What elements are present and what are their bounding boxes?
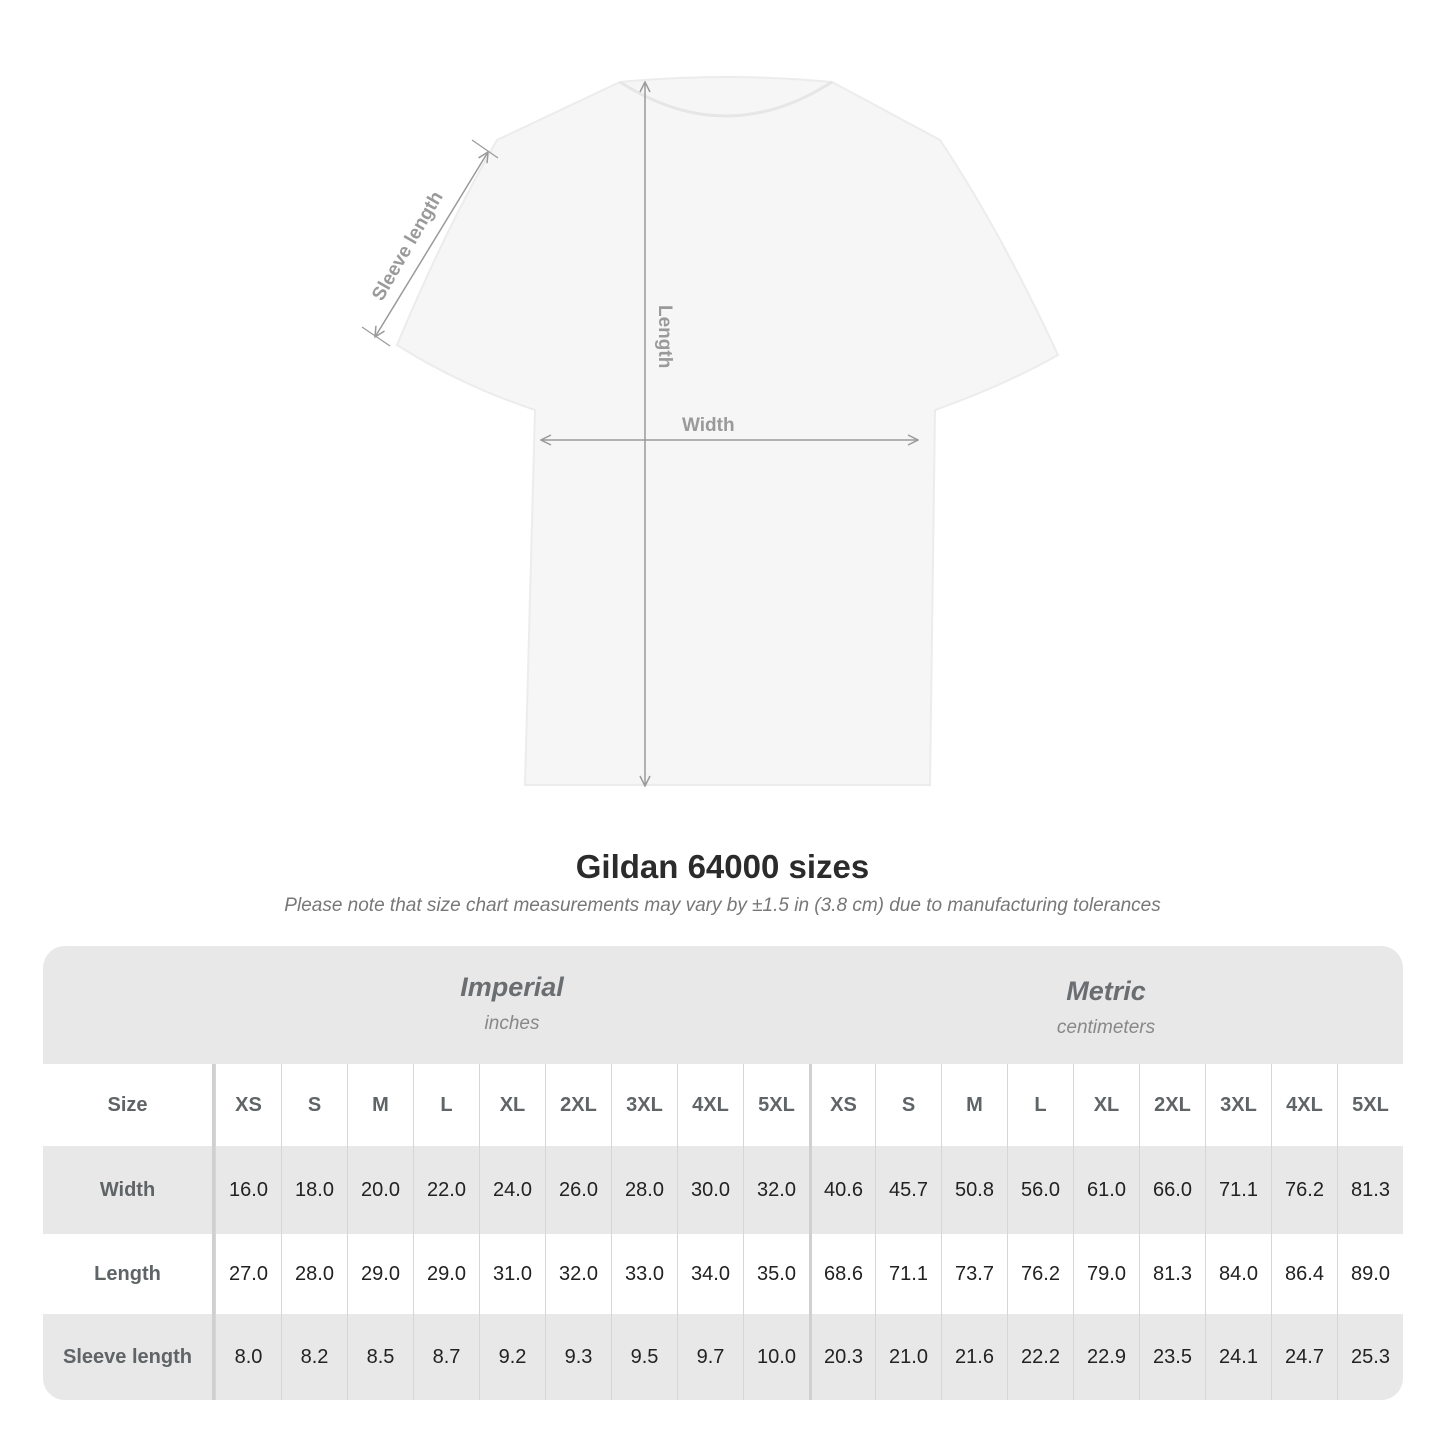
metric-value-cell: 76.2 [1007,1234,1073,1314]
metric-value-cell: 71.1 [875,1234,941,1314]
row-label: Sleeve length [43,1314,215,1400]
imperial-size-3xl: 3XL [611,1064,677,1146]
imperial-value-cell: 35.0 [743,1234,809,1314]
metric-size-s: S [875,1064,941,1146]
metric-value-cell: 21.6 [941,1314,1007,1400]
metric-size-xs: XS [809,1064,875,1146]
metric-value-cell: 25.3 [1337,1314,1403,1400]
metric-value-cell: 81.3 [1337,1146,1403,1234]
metric-unit: centimeters [1056,1017,1156,1038]
imperial-value-cell: 29.0 [347,1234,413,1314]
imperial-value-cell: 24.0 [479,1146,545,1234]
table-row: Width 16.0 18.0 20.0 22.0 24.0 26.0 28.0 30.0 32.… [43,1146,1403,1234]
metric-value-cell: 24.1 [1205,1314,1271,1400]
imperial-size-5xl: 5XL [743,1064,809,1146]
imperial-value-cell: 27.0 [215,1234,281,1314]
metric-value-cell: 71.1 [1205,1146,1271,1234]
metric-value-cell: 76.2 [1271,1146,1337,1234]
metric-value-cell: 66.0 [1139,1146,1205,1234]
imperial-value-cell: 8.2 [281,1314,347,1400]
imperial-value-cell: 16.0 [215,1146,281,1234]
imperial-value-cell: 8.5 [347,1314,413,1400]
metric-size-2xl: 2XL [1139,1064,1205,1146]
imperial-value-cell: 22.0 [413,1146,479,1234]
imperial-value-cell: 20.0 [347,1146,413,1234]
metric-size-l: L [1007,1064,1073,1146]
imperial-value-cell: 9.3 [545,1314,611,1400]
metric-value-cell: 86.4 [1271,1234,1337,1314]
imperial-value-cell: 31.0 [479,1234,545,1314]
imperial-value-cell: 32.0 [545,1234,611,1314]
metric-value-cell: 84.0 [1205,1234,1271,1314]
metric-value-cell: 22.2 [1007,1314,1073,1400]
metric-value-cell: 89.0 [1337,1234,1403,1314]
width-label: Width [682,415,735,436]
imperial-size-s: S [281,1064,347,1146]
metric-value-cell: 50.8 [941,1146,1007,1234]
metric-value-cell: 81.3 [1139,1234,1205,1314]
imperial-size-xs: XS [215,1064,281,1146]
imperial-size-l: L [413,1064,479,1146]
imperial-value-cell: 28.0 [281,1234,347,1314]
imperial-value-cell: 8.7 [413,1314,479,1400]
tolerance-note: Please note that size chart measurements… [284,895,1161,916]
imperial-value-cell: 34.0 [677,1234,743,1314]
metric-value-cell: 56.0 [1007,1146,1073,1234]
imperial-value-cell: 9.2 [479,1314,545,1400]
size-header-row: Size XS S M L XL 2XL 3XL 4XL 5XL XS S M L XL 2XL 3XL 4XL 5… [43,1064,1403,1146]
row-label: Length [43,1234,215,1314]
metric-value-cell: 24.7 [1271,1314,1337,1400]
length-label: Length [654,305,675,368]
metric-value-cell: 45.7 [875,1146,941,1234]
table-row: Length 27.0 28.0 29.0 29.0 31.0 32.0 33.0 34.0 35… [43,1234,1403,1314]
imperial-value-cell: 9.7 [677,1314,743,1400]
sleeve-length-arrow [375,152,488,337]
tshirt-diagram: Sleeve length Length Width [361,76,1060,820]
metric-value-cell: 22.9 [1073,1314,1139,1400]
imperial-title: Imperial [460,972,564,1002]
imperial-value-cell: 33.0 [611,1234,677,1314]
metric-value-cell: 79.0 [1073,1234,1139,1314]
imperial-header: Imperial inches [215,946,809,1064]
imperial-value-cell: 8.0 [215,1314,281,1400]
table-row: Sleeve length 8.0 8.2 8.5 8.7 9.2 9.3 9.5 9.7 10.… [43,1314,1403,1400]
row-label: Width [43,1146,215,1234]
metric-size-4xl: 4XL [1271,1064,1337,1146]
metric-size-xl: XL [1073,1064,1139,1146]
metric-value-cell: 61.0 [1073,1146,1139,1234]
imperial-value-cell: 26.0 [545,1146,611,1234]
imperial-value-cell: 29.0 [413,1234,479,1314]
imperial-value-cell: 28.0 [611,1146,677,1234]
metric-size-5xl: 5XL [1337,1064,1403,1146]
imperial-unit: inches [484,1013,540,1034]
metric-header: Metric centimeters [809,946,1403,1064]
size-column-label: Size [43,1064,215,1146]
size-table: Imperial inches Metric centimeters Size X… [43,946,1403,1400]
metric-value-cell: 40.6 [809,1146,875,1234]
metric-size-m: M [941,1064,1007,1146]
metric-value-cell: 68.6 [809,1234,875,1314]
imperial-value-cell: 9.5 [611,1314,677,1400]
imperial-value-cell: 18.0 [281,1146,347,1234]
imperial-value-cell: 10.0 [743,1314,809,1400]
imperial-size-xl: XL [479,1064,545,1146]
imperial-size-m: M [347,1064,413,1146]
metric-value-cell: 73.7 [941,1234,1007,1314]
imperial-size-4xl: 4XL [677,1064,743,1146]
metric-title: Metric [1066,976,1146,1006]
imperial-value-cell: 30.0 [677,1146,743,1234]
page-title: Gildan 64000 sizes [575,848,870,885]
imperial-size-2xl: 2XL [545,1064,611,1146]
metric-value-cell: 20.3 [809,1314,875,1400]
imperial-value-cell: 32.0 [743,1146,809,1234]
metric-value-cell: 21.0 [875,1314,941,1400]
metric-value-cell: 23.5 [1139,1314,1205,1400]
metric-size-3xl: 3XL [1205,1064,1271,1146]
